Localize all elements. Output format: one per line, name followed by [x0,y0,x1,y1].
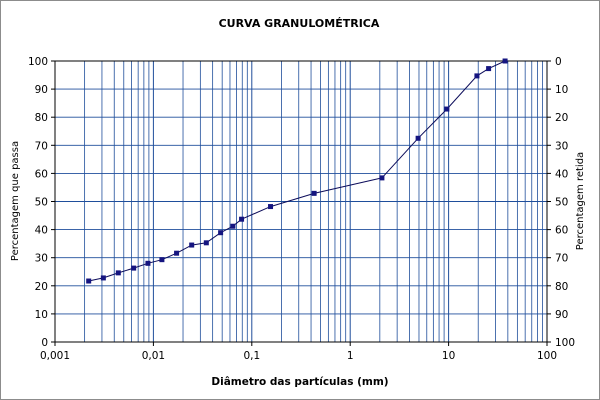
y-tick-label: 100 [28,56,48,68]
data-point [415,135,421,141]
y2-tick-label: 90 [555,309,568,321]
y-tick-label: 10 [35,309,48,321]
y-tick-label: 70 [35,140,48,152]
data-point [268,204,274,210]
y2-tick-label: 40 [555,168,568,180]
data-point [86,278,92,284]
y-tick-label: 0 [41,337,48,349]
axis-ticks: 0102030405060708090100100908070605040302… [28,56,575,362]
data-point [486,66,492,72]
y-tick-label: 20 [35,281,48,293]
data-point [218,230,224,236]
x-tick-label: 0,01 [142,350,165,362]
y2-tick-label: 10 [555,84,568,96]
grid-lines [54,60,548,343]
data-point [100,275,106,281]
y2-tick-label: 100 [555,337,575,349]
y2-tick-label: 80 [555,281,568,293]
data-point [203,240,209,246]
data-point [311,190,317,196]
y2-tick-label: 0 [555,56,562,68]
y-tick-label: 40 [35,225,48,237]
data-point [115,270,121,276]
y2-tick-label: 70 [555,253,568,265]
data-point [131,265,137,271]
x-tick-label: 0,001 [40,350,70,362]
data-point [502,58,508,64]
data-point [239,216,245,222]
data-point [230,223,236,229]
x-axis-title: Diâmetro das partículas (mm) [211,376,388,388]
x-tick-label: 10 [442,350,455,362]
data-point [159,257,165,263]
chart-title: CURVA GRANULOMÉTRICA [219,17,380,30]
y2-tick-label: 30 [555,140,568,152]
data-point [474,73,480,79]
data-point [145,260,151,266]
x-tick-label: 100 [537,350,557,362]
y-tick-label: 60 [35,168,48,180]
x-tick-label: 1 [347,350,354,362]
y2-tick-label: 20 [555,112,568,124]
data-point [379,175,385,181]
y-tick-label: 80 [35,112,48,124]
y2-tick-label: 50 [555,197,568,209]
y-tick-label: 30 [35,253,48,265]
data-point [444,106,450,112]
data-point [189,242,195,248]
y-tick-label: 50 [35,197,48,209]
y-axis-title: Percentagem que passa [10,141,21,261]
series-layer [86,58,508,284]
y-tick-label: 90 [35,84,48,96]
y2-axis-title: Percentagem retida [575,152,586,250]
data-point [174,250,180,256]
x-tick-label: 0,1 [243,350,260,362]
y2-tick-label: 60 [555,225,568,237]
